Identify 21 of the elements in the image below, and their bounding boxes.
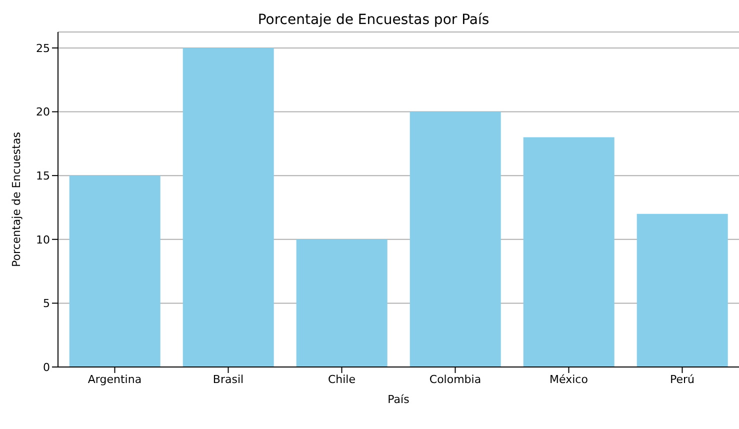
x-axis-title: País: [388, 393, 410, 406]
x-tick-label: Brasil: [212, 372, 244, 386]
bar: [636, 214, 728, 367]
x-tick-label: Colombia: [429, 372, 482, 386]
x-tick-label: Perú: [670, 372, 695, 386]
chart-title: Porcentaje de Encuestas por País: [256, 12, 490, 28]
y-tick-label: 5: [43, 297, 50, 310]
y-tick-label: 20: [36, 106, 50, 119]
x-tick-label: Chile: [328, 372, 356, 386]
y-tick-label: 15: [36, 169, 50, 182]
bar: [296, 239, 388, 367]
y-tick-label: 10: [36, 233, 50, 246]
bar: [69, 176, 160, 367]
y-axis-title: Porcentaje de Encuestas: [10, 132, 23, 267]
bar: [182, 48, 274, 367]
bar: [410, 112, 501, 367]
y-tick-label: 0: [43, 360, 50, 374]
bar: [523, 137, 614, 367]
x-tick-label: Argentina: [88, 372, 142, 386]
y-tick-label: 25: [36, 42, 50, 55]
x-tick-label: México: [550, 372, 588, 386]
